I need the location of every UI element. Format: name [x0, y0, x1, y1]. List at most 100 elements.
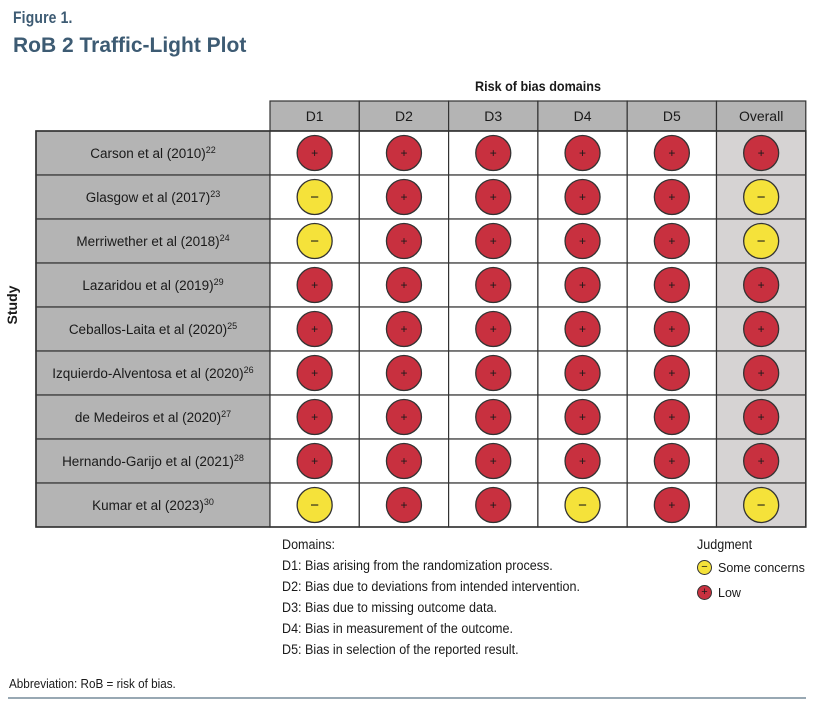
study-name: de Medeiros et al (2020)27	[75, 409, 231, 425]
study-label-cell	[35, 394, 271, 440]
low-risk-icon	[743, 134, 780, 172]
legend-item-label: Low	[718, 585, 741, 600]
low-risk-icon	[385, 310, 423, 348]
low-risk-icon	[475, 178, 512, 216]
low-risk-icon	[296, 266, 333, 304]
reference-superscript: 30	[204, 497, 214, 507]
legend-item-some-concerns: − Some concerns	[697, 555, 805, 580]
column-header-cell	[358, 100, 450, 132]
low-risk-icon	[385, 354, 423, 392]
some-concerns-icon	[564, 486, 601, 524]
column-header-label: D3	[484, 108, 502, 124]
low-risk-icon	[475, 398, 512, 436]
low-risk-icon	[653, 134, 690, 172]
judgment-symbol: +	[668, 498, 675, 512]
low-risk-icon	[564, 310, 601, 348]
judgment-symbol: −	[310, 233, 319, 250]
low-risk-icon	[296, 354, 333, 392]
low-risk-icon	[564, 354, 601, 392]
study-name: Merriwether et al (2018)24	[76, 233, 229, 249]
judgment-symbol: +	[579, 322, 586, 336]
judgment-symbol: +	[758, 410, 765, 424]
reference-superscript: 25	[227, 321, 237, 331]
judgment-symbol: +	[311, 322, 318, 336]
low-risk-icon	[296, 398, 333, 436]
judgment-symbol: +	[668, 366, 675, 380]
study-name: Lazaridou et al (2019)29	[82, 277, 223, 293]
judgment-symbol: +	[400, 498, 407, 512]
some-concerns-icon	[296, 222, 333, 260]
low-risk-icon	[564, 266, 601, 304]
judgment-symbol: +	[490, 498, 497, 512]
column-header-label: D1	[306, 108, 324, 124]
low-risk-icon	[564, 222, 601, 260]
reference-superscript: 28	[234, 453, 244, 463]
low-risk-icon	[743, 442, 780, 480]
some-concerns-icon	[296, 178, 333, 216]
some-concerns-icon	[743, 178, 780, 216]
domain-description: D4: Bias in measurement of the outcome.	[282, 621, 513, 636]
low-risk-icon	[564, 178, 601, 216]
some-concerns-icon	[743, 222, 780, 260]
study-name: Carson et al (2010)22	[90, 145, 216, 161]
column-header-cell	[269, 100, 360, 132]
judgment-symbol: +	[400, 190, 407, 204]
judgment-symbol: +	[758, 278, 765, 292]
low-risk-icon	[385, 134, 423, 172]
judgment-symbol: +	[400, 410, 407, 424]
study-name: Kumar et al (2023)30	[92, 497, 214, 513]
reference-superscript: 22	[206, 145, 216, 155]
low-risk-icon	[743, 310, 780, 348]
legend-item-label: Some concerns	[718, 560, 805, 575]
study-name: Izquierdo-Alventosa et al (2020)26	[52, 365, 253, 381]
judgment-symbol: +	[668, 454, 675, 468]
low-risk-icon	[743, 398, 780, 436]
judgment-symbol: +	[758, 146, 765, 160]
study-label-cell	[35, 438, 271, 484]
low-risk-icon	[653, 222, 690, 260]
low-risk-icon	[475, 222, 512, 260]
judgment-symbol: +	[490, 454, 497, 468]
low-risk-icon	[475, 266, 512, 304]
study-label-cell	[35, 482, 271, 528]
judgment-symbol: +	[311, 146, 318, 160]
judgment-symbol: +	[311, 366, 318, 380]
figure-label: Figure 1.	[13, 8, 73, 27]
low-risk-icon	[475, 442, 512, 480]
low-risk-icon	[475, 134, 512, 172]
judgment-symbol: +	[400, 454, 407, 468]
judgment-symbol: +	[490, 278, 497, 292]
judgment-symbol: +	[668, 278, 675, 292]
column-header-label: D5	[663, 108, 681, 124]
low-risk-icon	[475, 486, 512, 524]
judgment-symbol: +	[490, 146, 497, 160]
low-risk-icon	[385, 442, 423, 480]
low-risk-icon	[475, 310, 512, 348]
judgment-symbol: +	[490, 410, 497, 424]
figure-title: RoB 2 Traffic-Light Plot	[13, 34, 247, 57]
low-risk-icon	[653, 442, 690, 480]
judgment-symbol: +	[400, 366, 407, 380]
study-label-cell	[35, 262, 271, 308]
judgment-symbol: +	[668, 190, 675, 204]
judgment-symbol: −	[757, 189, 766, 206]
judgment-symbol: −	[310, 497, 319, 514]
judgment-symbol: +	[579, 454, 586, 468]
some-concerns-icon	[743, 486, 780, 524]
column-header-cell	[537, 100, 628, 132]
low-risk-icon	[653, 266, 690, 304]
judgment-symbol: +	[579, 190, 586, 204]
reference-superscript: 29	[214, 277, 224, 287]
study-label-cell	[35, 218, 271, 264]
judgment-symbol: +	[758, 454, 765, 468]
domain-description: D5: Bias in selection of the reported re…	[282, 642, 519, 657]
study-name: Hernando-Garijo et al (2021)28	[62, 453, 244, 469]
judgment-symbol: +	[490, 322, 497, 336]
legend-item-low: + Low	[697, 580, 805, 605]
low-risk-icon	[653, 310, 690, 348]
footer-divider	[8, 697, 806, 699]
judgment-symbol: +	[400, 234, 407, 248]
domain-description: D2: Bias due to deviations from intended…	[282, 579, 581, 594]
judgment-symbol: +	[400, 146, 407, 160]
domains-legend: Domains: D1: Bias arising from the rando…	[282, 534, 602, 660]
